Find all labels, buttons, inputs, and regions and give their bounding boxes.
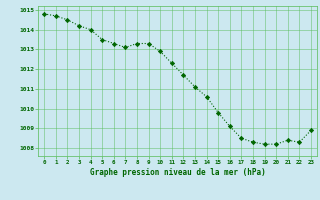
X-axis label: Graphe pression niveau de la mer (hPa): Graphe pression niveau de la mer (hPa): [90, 168, 266, 177]
